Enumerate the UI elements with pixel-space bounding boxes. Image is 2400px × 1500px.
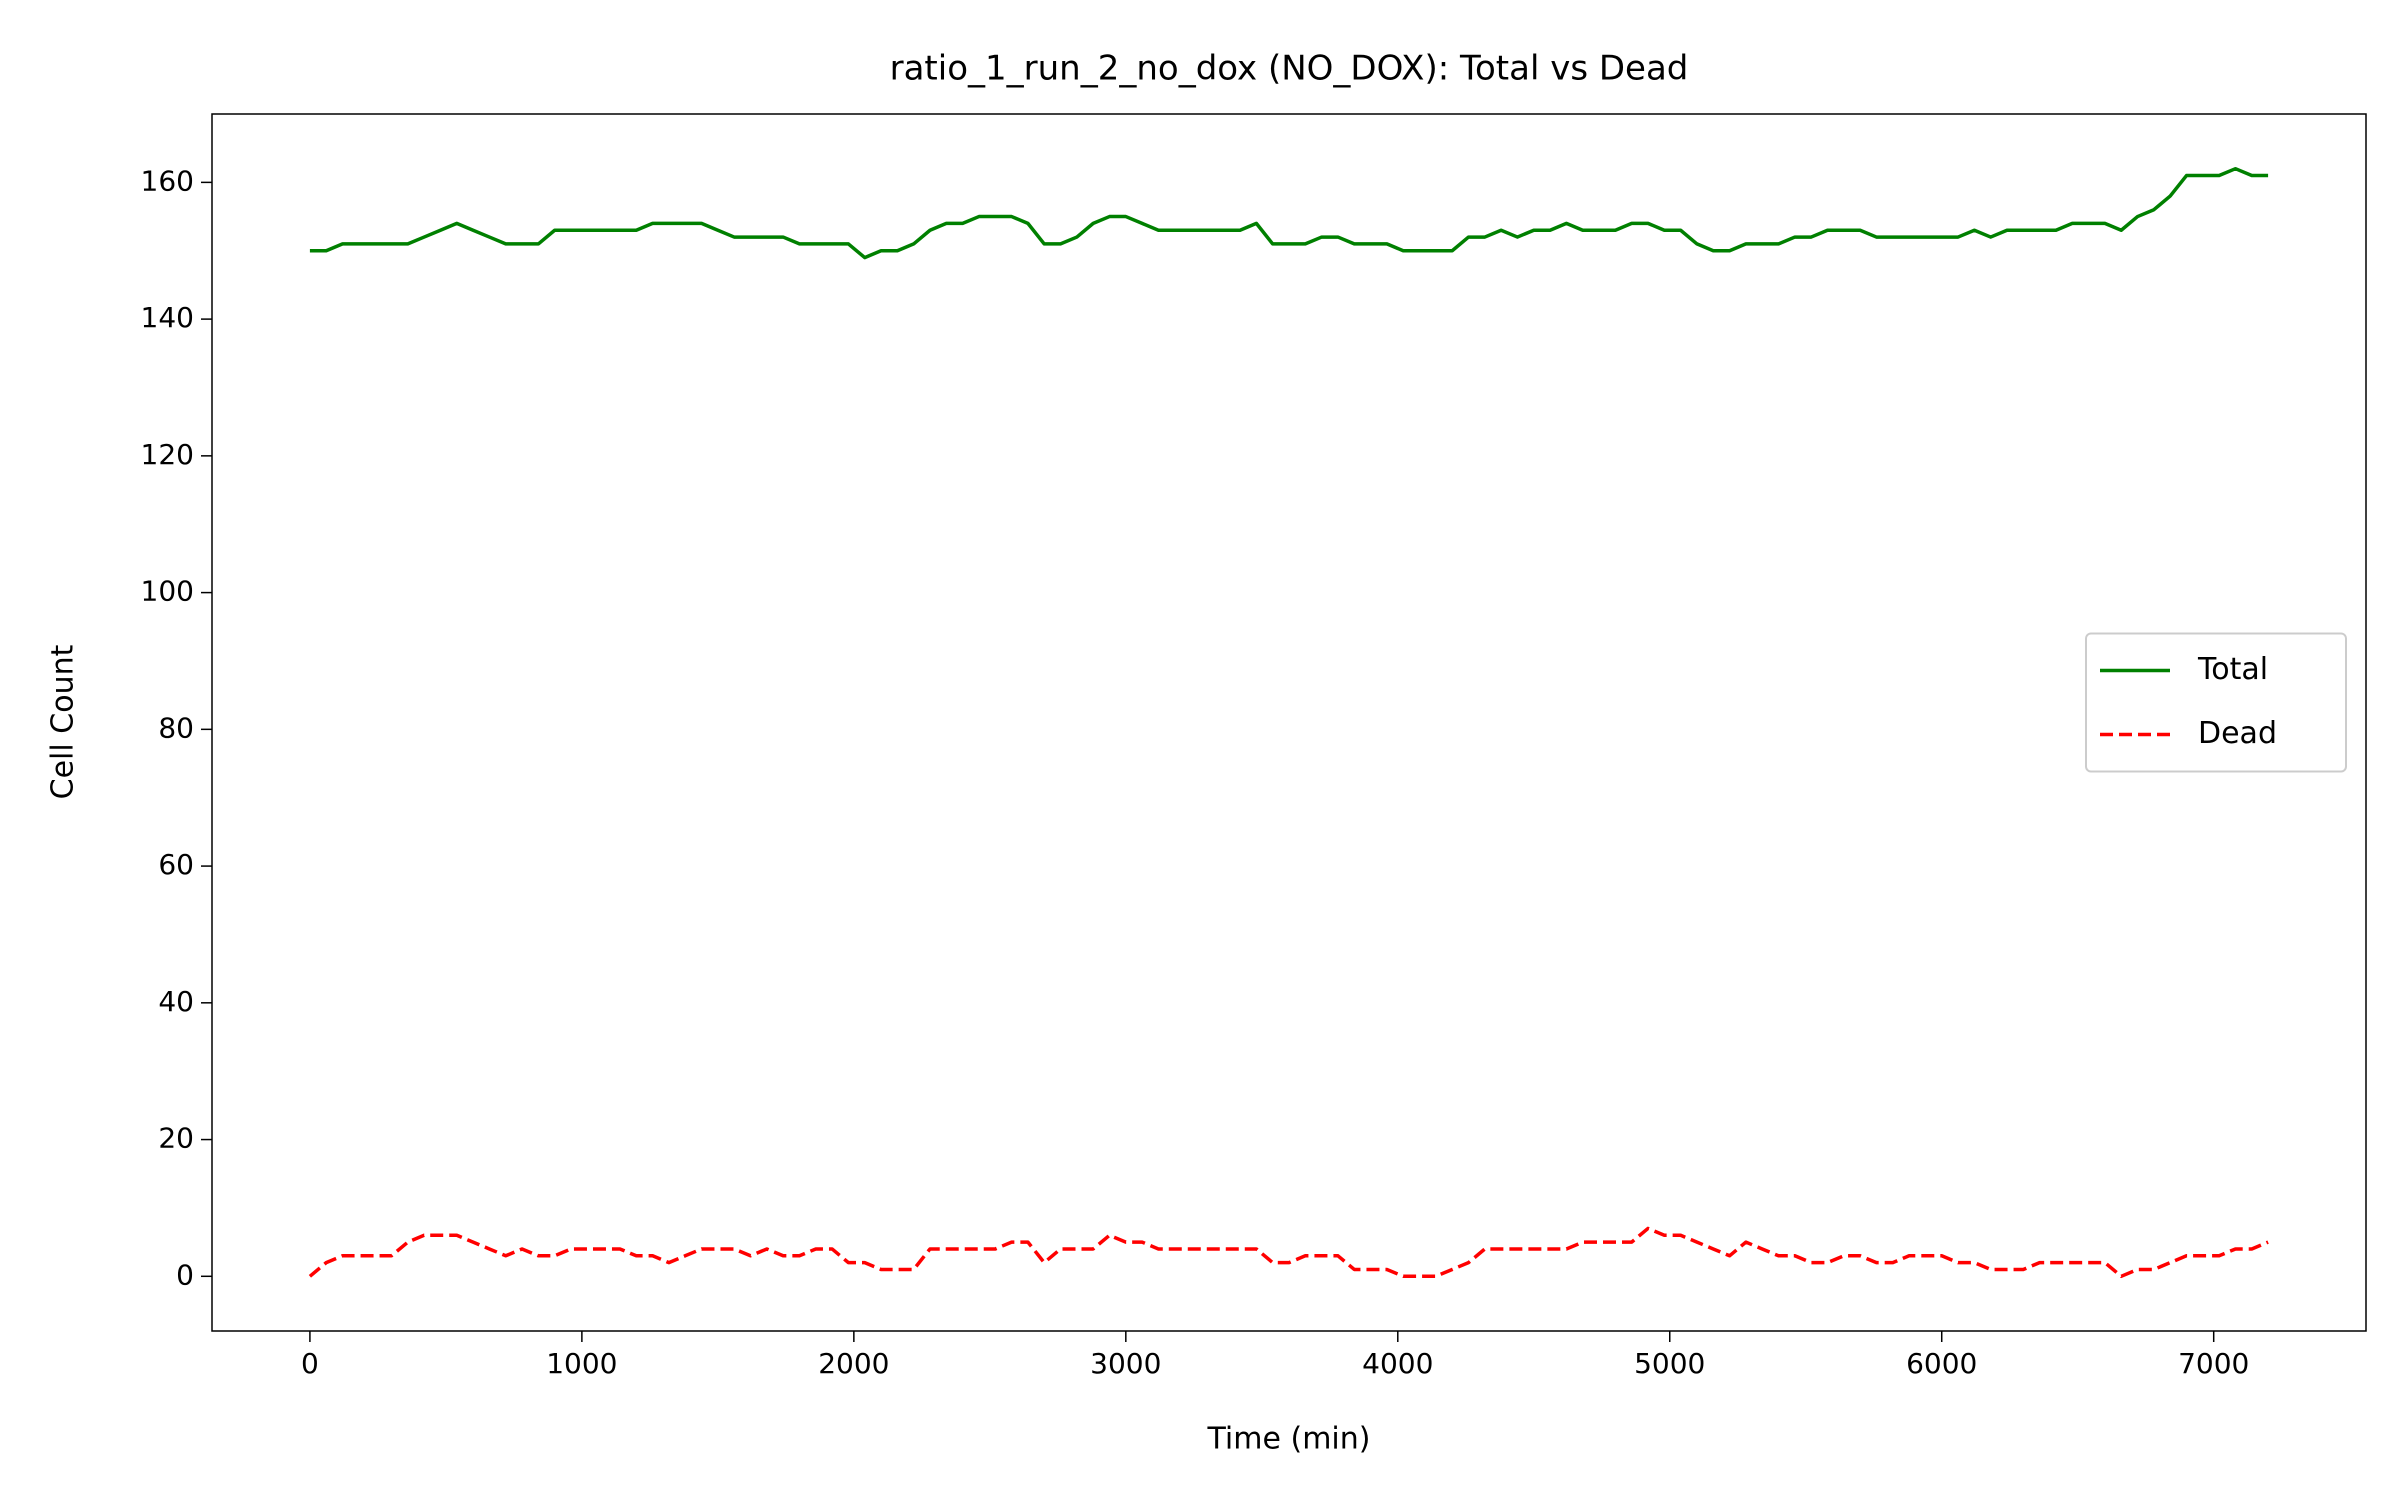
y-tick-label: 0	[176, 1258, 194, 1291]
chart-title: ratio_1_run_2_no_dox (NO_DOX): Total vs …	[890, 49, 1689, 89]
series-line	[309, 166, 2269, 260]
y-tick-label: 80	[158, 711, 194, 744]
y-tick-label: 20	[158, 1122, 194, 1155]
legend-label: Total	[2197, 652, 2268, 687]
series-line	[308, 1226, 2269, 1279]
legend-box	[2085, 632, 2347, 773]
y-tick-label: 60	[158, 848, 194, 881]
x-tick-label: 5000	[1634, 1347, 1705, 1380]
plot-frame	[211, 113, 2367, 1332]
x-tick-label: 7000	[2178, 1347, 2249, 1380]
x-tick-label: 6000	[1906, 1347, 1977, 1380]
x-tick-label: 1000	[546, 1347, 617, 1380]
y-tick-label: 120	[141, 438, 194, 471]
x-tick-label: 4000	[1362, 1347, 1433, 1380]
y-tick-label: 140	[141, 301, 194, 334]
x-tick-label: 3000	[1090, 1347, 1161, 1380]
x-axis-label: Time (min)	[1207, 1422, 1371, 1457]
y-axis-label: Cell Count	[46, 644, 81, 799]
x-tick-label: 0	[301, 1347, 319, 1380]
y-tick-label: 100	[141, 575, 194, 608]
y-tick-label: 40	[158, 985, 194, 1018]
y-tick-label: 160	[141, 164, 194, 197]
x-tick-label: 2000	[818, 1347, 889, 1380]
legend-label: Dead	[2198, 716, 2277, 751]
